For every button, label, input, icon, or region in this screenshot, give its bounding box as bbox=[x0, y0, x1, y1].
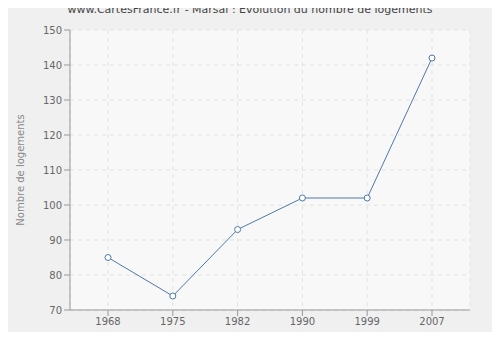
svg-text:130: 130 bbox=[43, 95, 62, 106]
svg-text:80: 80 bbox=[49, 270, 62, 281]
svg-text:150: 150 bbox=[43, 25, 62, 36]
svg-text:110: 110 bbox=[43, 165, 62, 176]
svg-text:100: 100 bbox=[43, 200, 62, 211]
svg-text:Nombre de logements: Nombre de logements bbox=[15, 114, 26, 225]
svg-text:1968: 1968 bbox=[95, 316, 120, 327]
svg-text:140: 140 bbox=[43, 60, 62, 71]
svg-text:1999: 1999 bbox=[354, 316, 379, 327]
svg-text:1990: 1990 bbox=[290, 316, 315, 327]
svg-text:1975: 1975 bbox=[160, 316, 185, 327]
svg-text:2007: 2007 bbox=[419, 316, 444, 327]
svg-text:90: 90 bbox=[49, 235, 62, 246]
svg-text:70: 70 bbox=[49, 305, 62, 316]
svg-text:120: 120 bbox=[43, 130, 62, 141]
html-text:www.CartesFrance.fr - Marsal :: www.CartesFrance.fr - Marsal : Evolution… bbox=[67, 3, 433, 16]
svg-text:1982: 1982 bbox=[225, 316, 250, 327]
